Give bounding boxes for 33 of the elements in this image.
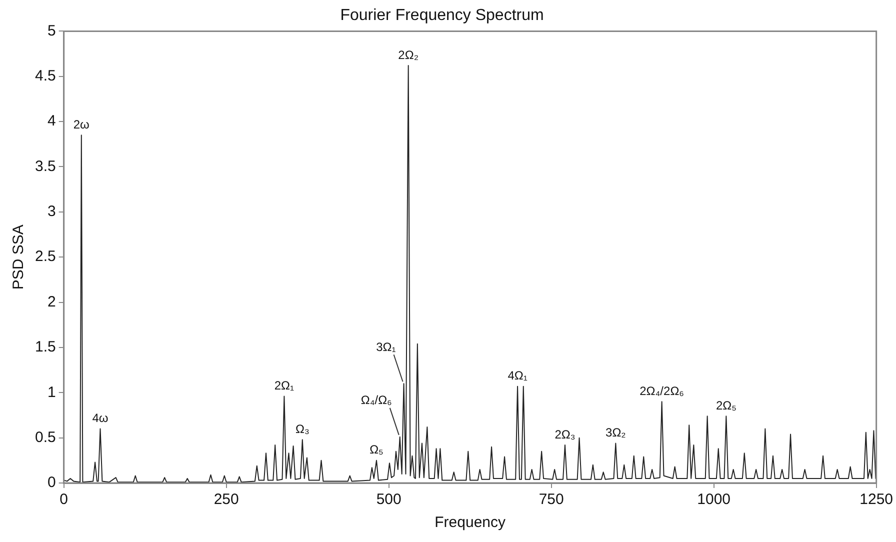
y-tick-label: 2.5 xyxy=(34,248,56,266)
annotation: 4Ω₁ xyxy=(508,368,528,383)
annotation: 2Ω₅ xyxy=(716,398,737,412)
y-tick-label: 4.5 xyxy=(34,68,56,85)
y-tick-label: 5 xyxy=(48,22,56,40)
annotation: 2Ω₄/2Ω₆ xyxy=(640,384,684,398)
annotation: Ω₅ xyxy=(370,442,384,457)
x-tick-label: 1000 xyxy=(697,491,731,508)
y-tick-label: 4 xyxy=(48,112,56,130)
y-tick-label: 2 xyxy=(48,293,56,310)
x-tick-label: 750 xyxy=(538,491,564,508)
x-tick-label: 500 xyxy=(376,491,402,508)
x-tick-label: 250 xyxy=(214,491,239,508)
x-tick-label: 1250 xyxy=(860,491,894,508)
y-tick-label: 3 xyxy=(48,203,56,220)
annotation: 3Ω₁ xyxy=(376,340,396,354)
x-axis-title: Frequency xyxy=(434,514,506,532)
annotation: 2Ω₁ xyxy=(274,378,294,393)
annotation: 2Ω₃ xyxy=(554,427,576,442)
y-tick-label: 0 xyxy=(48,474,56,492)
annotation: 3Ω₂ xyxy=(606,426,626,440)
annotation: 4ω xyxy=(92,411,108,426)
y-tick-label: 1 xyxy=(48,384,56,401)
y-tick-label: 0.5 xyxy=(34,428,56,446)
y-tick-label: 3.5 xyxy=(34,158,56,175)
y-tick-label: 1.5 xyxy=(34,338,56,356)
chart-title: Fourier Frequency Spectrum xyxy=(340,7,544,24)
annotation: Ω₄/Ω₆ xyxy=(360,393,392,408)
annotation: 2ω xyxy=(73,117,90,132)
annotation: 2Ω₂ xyxy=(398,48,419,62)
annotation: Ω₃ xyxy=(295,422,310,436)
y-axis-title: PSD SSA xyxy=(10,224,28,290)
x-tick-label: 0 xyxy=(60,491,68,508)
